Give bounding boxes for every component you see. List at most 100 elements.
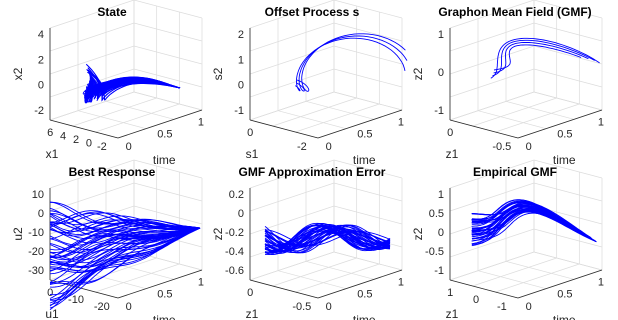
z-tick-label: 0.5 — [557, 289, 572, 301]
y-tick-label: 10 — [32, 189, 44, 201]
trajectory-line — [264, 224, 391, 254]
z-axis-label: time — [353, 153, 376, 167]
z-tick-label: 0.5 — [157, 289, 172, 301]
trajectory-line — [49, 227, 201, 285]
series-curves — [49, 201, 201, 311]
z-tick-label: 1 — [398, 277, 404, 289]
y-tick-label: -1 — [434, 265, 444, 277]
y-tick-label: 0 — [238, 208, 244, 220]
subplot-3: Graphon Mean Field (GMF)10-10-0.5 00.51z2… — [411, 0, 604, 167]
y-axis-label: x2 — [11, 67, 25, 80]
z-axis-line — [117, 269, 203, 299]
x-tick-label: -0.5 — [292, 301, 311, 313]
y-tick-label: -1 — [434, 105, 444, 117]
trajectory-line — [471, 201, 596, 242]
z-axis-line — [117, 109, 203, 139]
z-axis-line — [317, 109, 403, 139]
trajectory-line — [296, 35, 408, 92]
x-axis-label: s1 — [246, 147, 259, 161]
x-tick-label: 1 — [447, 287, 453, 299]
x-axis-line — [449, 119, 519, 139]
series-curves — [471, 199, 597, 247]
x-tick-label: 0 — [47, 287, 53, 299]
x-tick-label: -2 — [97, 141, 107, 153]
subplot-title: Best Response — [69, 165, 156, 179]
trajectory-line — [49, 215, 200, 230]
z-axis-label: time — [553, 153, 576, 167]
trajectory-line — [49, 227, 201, 301]
trajectory-line — [86, 64, 181, 101]
trajectory-line — [472, 205, 595, 241]
trajectory-line — [49, 227, 201, 268]
x-tick-label: -20 — [94, 301, 110, 313]
z-axis-label: time — [553, 313, 576, 320]
trajectory-line — [49, 213, 201, 232]
y-axis-label: z2 — [411, 227, 425, 240]
trajectory-line — [50, 227, 201, 283]
z-tick-label: 1 — [198, 117, 204, 129]
z-axis-label: time — [153, 313, 176, 320]
x-tick-label: -2 — [297, 141, 307, 153]
trajectory-line — [89, 74, 181, 102]
y-tick-label: -0.6 — [225, 265, 244, 277]
x-axis-label: x1 — [46, 147, 59, 161]
trajectory-line — [493, 44, 582, 71]
x-tick-label: 4 — [60, 131, 66, 143]
y-tick-label: -0.4 — [225, 246, 244, 258]
y-tick-label: -10 — [28, 227, 44, 239]
y-axis-label: u2 — [11, 227, 25, 241]
y-tick-label: 4 — [38, 29, 44, 41]
subplot-title: Empirical GMF — [473, 165, 557, 179]
x-tick-label: 0 — [247, 127, 253, 139]
x-axis-line — [249, 279, 319, 299]
trajectory-line — [49, 219, 200, 232]
trajectory-line — [264, 224, 391, 254]
x-axis-label: u1 — [45, 307, 59, 320]
x-axis-line — [449, 279, 519, 299]
y-tick-label: 1 — [438, 189, 444, 201]
trajectory-line — [295, 37, 406, 92]
y-axis-label: z2 — [211, 227, 225, 240]
y-axis-label: z2 — [411, 67, 425, 80]
x-tick-label: -0.5 — [492, 141, 511, 153]
trajectory-line — [471, 211, 596, 247]
grid — [449, 0, 603, 139]
z-tick-label: 0 — [326, 141, 332, 153]
z-axis-line — [317, 269, 403, 299]
z-tick-label: 0.5 — [357, 129, 372, 141]
series-curves — [264, 222, 391, 256]
trajectory-line — [49, 227, 201, 261]
trajectory-line — [87, 69, 181, 97]
z-tick-label: 0.5 — [557, 129, 572, 141]
x-axis-line — [49, 119, 119, 139]
z-axis-line — [517, 269, 603, 299]
subplot-title: GMF Approximation Error — [239, 165, 386, 179]
y-tick-label: -30 — [28, 265, 44, 277]
trajectory-line — [490, 37, 600, 79]
series-curves — [295, 33, 408, 92]
trajectory-line — [49, 201, 201, 229]
y-axis-label: s2 — [211, 67, 225, 80]
x-tick-label: 6 — [47, 127, 53, 139]
trajectory-line — [493, 42, 589, 74]
x-tick-label: -1 — [497, 301, 507, 313]
subplot-title: Graphon Mean Field (GMF) — [438, 5, 591, 19]
y-tick-label: -2 — [34, 105, 44, 117]
trajectory-line — [264, 230, 391, 246]
trajectory-line — [49, 213, 201, 229]
trajectory-line — [264, 225, 391, 253]
trajectory-line — [264, 229, 391, 246]
z-tick-label: 1 — [398, 117, 404, 129]
z-tick-label: 0 — [526, 141, 532, 153]
trajectory-line — [492, 39, 595, 77]
trajectory-line — [264, 230, 391, 247]
x-tick-label: 2 — [73, 134, 79, 146]
z-tick-label: 0.5 — [157, 129, 172, 141]
y-tick-label: 0.5 — [429, 208, 444, 220]
y-tick-label: 0 — [38, 80, 44, 92]
